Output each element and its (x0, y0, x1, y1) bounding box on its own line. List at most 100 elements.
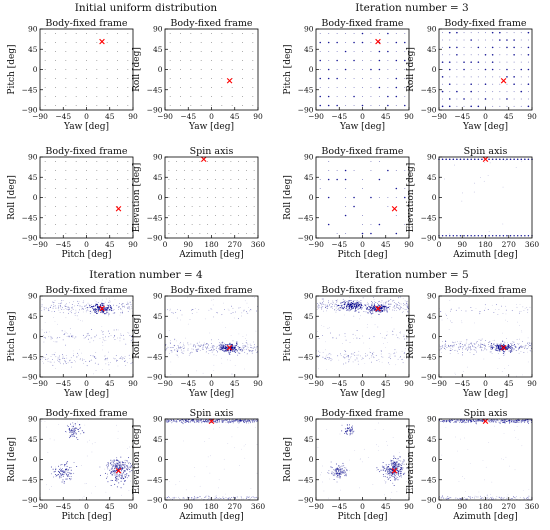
y-axis-label: Roll [deg] (7, 437, 17, 482)
scatter-point (506, 348, 508, 350)
scatter-point (463, 235, 465, 237)
scatter-point (53, 361, 55, 363)
scatter-point (216, 346, 218, 348)
scatter-point (397, 304, 398, 305)
scatter-point (244, 420, 246, 422)
scatter-point (118, 461, 120, 463)
scatter-point (168, 224, 170, 225)
scatter-point (464, 345, 466, 346)
scatter-point (115, 474, 117, 476)
scatter-point (253, 224, 255, 225)
scatter-point (76, 466, 78, 468)
x-tick-label: −45 (454, 112, 470, 121)
scatter-point (345, 206, 347, 207)
scatter-point (352, 353, 354, 355)
scatter-point (361, 41, 364, 44)
scatter-point (248, 422, 250, 424)
scatter-point (117, 462, 119, 464)
scatter-point (323, 325, 325, 327)
scatter-point (65, 332, 67, 334)
scatter-point (237, 348, 239, 350)
scatter-point (369, 351, 371, 353)
scatter-point (520, 98, 522, 100)
scatter-point (388, 374, 389, 376)
scatter-point (177, 345, 179, 347)
x-tick-label: −90 (32, 502, 48, 511)
scatter-point (399, 465, 401, 467)
scatter-point (169, 342, 171, 344)
scatter-point (354, 352, 356, 353)
scatter-point (316, 355, 318, 357)
scatter-point (74, 305, 76, 307)
scatter-point (362, 188, 363, 189)
scatter-point (394, 476, 395, 478)
scatter-point (122, 310, 124, 312)
scatter-point (497, 350, 499, 352)
scatter-point (102, 337, 103, 338)
scatter-point (191, 498, 193, 500)
scatter-point (237, 318, 239, 320)
scatter-point (242, 498, 244, 500)
scatter-point (349, 424, 351, 426)
scatter-point (506, 98, 508, 100)
scatter-point (211, 339, 212, 341)
scatter-point (174, 349, 176, 351)
scatter-point (105, 340, 107, 342)
scatter-points (441, 31, 530, 108)
scatter-point (393, 302, 395, 304)
scatter-point (124, 360, 125, 362)
scatter-point (186, 420, 188, 422)
scatter-point (506, 347, 509, 349)
panel-title: Spin axis (190, 408, 234, 419)
scatter-point (404, 352, 406, 354)
x-tick-label: −90 (157, 379, 173, 388)
scatter-point (358, 311, 360, 313)
scatter-point (327, 196, 330, 199)
y-tick-label: 45 (28, 435, 38, 444)
scatter-point (515, 167, 517, 169)
x-tick-label: −90 (308, 379, 324, 388)
scatter-point (231, 419, 233, 421)
scatter-point (99, 304, 101, 306)
scatter-point (53, 439, 55, 441)
scatter-point (115, 465, 117, 467)
scatter-point (389, 308, 391, 310)
scatter-panel: Body-fixed frame−90 −45 0 45 90−90−4504590Pi… (283, 146, 414, 260)
scatter-point (341, 424, 343, 426)
scatter-point (106, 476, 108, 478)
scatter-point (509, 350, 511, 352)
scatter-point (75, 206, 77, 207)
scatter-point (200, 105, 202, 106)
scatter-point (96, 188, 98, 189)
scatter-point (72, 425, 74, 427)
scatter-point (48, 308, 50, 310)
scatter-point (242, 60, 243, 61)
scatter-point (523, 309, 525, 311)
scatter-point (240, 420, 242, 422)
scatter-point (331, 358, 333, 360)
scatter-point (253, 344, 255, 346)
scatter-point (101, 303, 103, 305)
scatter-point (96, 206, 98, 207)
scatter-point (66, 474, 68, 476)
scatter-point (183, 224, 185, 225)
scatter-point (394, 461, 396, 463)
scatter-point (110, 335, 112, 337)
scatter-point (199, 233, 201, 234)
scatter-point (390, 298, 392, 300)
scatter-point (242, 69, 243, 70)
scatter-point (81, 358, 83, 359)
scatter-point (462, 348, 463, 350)
scatter-point (369, 310, 371, 312)
scatter-point (75, 87, 77, 88)
scatter-point (252, 33, 254, 34)
scatter-point (69, 302, 70, 304)
scatter-point (338, 359, 340, 361)
scatter-point (177, 351, 178, 352)
scatter-point (398, 451, 400, 453)
scatter-point (236, 496, 238, 497)
scatter-point (102, 337, 104, 339)
scatter-point (124, 470, 126, 472)
scatter-point (506, 321, 508, 322)
scatter-point (381, 307, 383, 309)
